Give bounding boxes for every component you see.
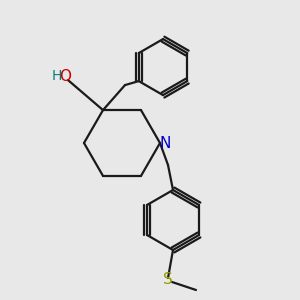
Text: N: N [159,136,171,151]
Text: O: O [59,69,71,84]
Text: S: S [163,272,173,287]
Text: H: H [52,69,62,83]
